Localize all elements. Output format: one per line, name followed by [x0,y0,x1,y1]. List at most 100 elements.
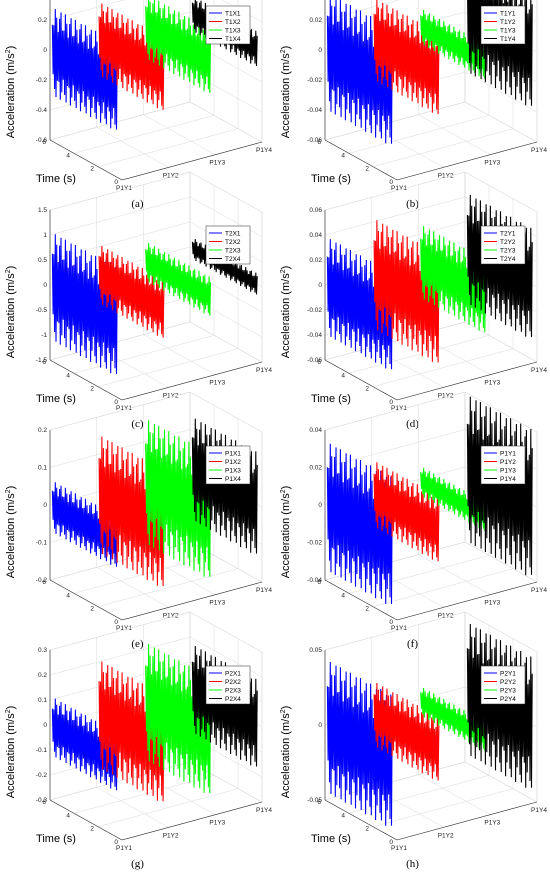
x-tick-label: 4 [341,152,345,159]
x-tick-label: 2 [365,386,369,393]
x-tick-label: 0 [389,179,393,186]
y-ticks: P1Y1 P1Y2 P1Y3 P1Y4 [391,807,547,852]
x-tick-label: 6 [317,139,321,146]
x-tick-label: 6 [317,799,321,806]
series-line [98,436,165,587]
x-ticks: 0 2 4 6 [317,579,393,626]
y-tick-label: P1Y1 [116,405,132,412]
z-tick-label: -0.04 [307,332,322,339]
chart-svg: -0.06-0.04-0.0200.020.040246P1Y1P1Y2P1Y3… [280,0,547,192]
x-tick-label: 6 [42,139,46,146]
chart-panel: -0.06 -0.04 -0.02 0 0.02 0.04 0.06 0 2 4 6 P1Y1 P1Y2… [275,171,550,440]
x-tick-label: 0 [114,839,118,846]
y-tick-label: P1Y2 [163,392,179,399]
z-tick-label: 0.05 [309,647,322,654]
legend-label: P1Y2 [500,459,516,466]
y-tick-label: P1Y3 [484,380,500,387]
x-tick-label: 0 [389,619,393,626]
x-ticks: 0 2 4 6 [42,359,118,406]
series-line [466,194,533,338]
y-tick-label: P1Y3 [484,820,500,827]
z-tick-label: -0.1 [36,747,48,754]
y-tick-label: P1Y3 [484,160,500,167]
series-line [98,3,165,110]
x-axis-label: Time (s) [36,833,76,845]
chart-panel: -0.06-0.04-0.0200.020.040246P1Y1P1Y2P1Y3… [275,0,550,220]
series-2 [373,0,440,115]
x-tick-label: 2 [365,606,369,613]
x-tick-label: 0 [389,399,393,406]
legend-label: T2Y2 [500,239,516,246]
series-line [420,225,487,333]
chart-svg: -1.5 -1 -0.5 0 0.5 1 1.5 0 2 4 6 P1Y1 P1Y2 P1Y3 P1Y4 Ac… [5,171,272,412]
series-line [191,418,258,554]
x-tick-label: 2 [365,826,369,833]
y-tick-label: P1Y4 [531,807,547,814]
y-tick-label: P1Y4 [531,367,547,374]
y-tick-label: P1Y2 [438,612,454,619]
x-ticks: 0 2 4 6 [42,799,118,846]
legend-label: T2X4 [225,256,241,263]
x-tick-label: 2 [90,386,94,393]
series-4 [466,623,533,788]
z-axis-label: Acceleration (m/s2) [5,486,17,579]
series-2 [373,462,440,562]
y-tick-label: P1Y1 [391,185,407,192]
chart-panel: -1.5 -1 -0.5 0 0.5 1 1.5 0 2 4 6 P1Y1 P1Y2 P1Y3 P1Y4 Ac… [0,171,275,440]
series-line [191,0,258,67]
z-tick-label: 0 [318,47,322,54]
legend-label: T2X2 [225,239,241,246]
series-4 [191,418,258,554]
z-ticks: -0.6-0.4-0.200.20.4 [36,17,48,144]
z-tick-label: -0.2 [36,772,48,779]
series-3 [145,420,212,577]
y-tick-label: P1Y1 [116,625,132,632]
x-ticks: 0 2 4 6 [317,799,393,846]
series-2 [98,661,165,802]
z-tick-label: 1 [43,232,47,239]
y-tick-label: P1Y4 [256,147,272,154]
z-tick-label: 0.04 [309,232,322,239]
series-1 [326,443,393,605]
series-line [373,0,440,115]
series-2 [373,220,440,363]
z-tick-label: -1 [41,332,47,339]
z-tick-label: 0 [43,282,47,289]
series-3 [420,225,487,333]
legend-label: P1Y3 [500,467,516,474]
z-tick-label: 0.3 [38,647,47,654]
z-tick-label: -0.02 [307,540,322,547]
z-axis-label: Acceleration (m/s2) [280,46,292,139]
series-2 [98,245,165,338]
panel-caption: (c) [131,418,144,430]
x-ticks: 0 2 4 6 [317,359,393,406]
chart-svg: -0.04-0.0200.020.040246P1Y1P1Y2P1Y3P1Y4A… [280,391,547,632]
legend-label: P2Y4 [500,696,516,703]
legend-label: P2Y1 [500,670,516,677]
axes [324,0,538,181]
z-tick-label: -1.5 [36,357,48,364]
y-ticks: P1Y1 P1Y2 P1Y3 P1Y4 [391,587,547,632]
panel-caption: (h) [406,858,419,870]
y-tick-label: P1Y1 [116,185,132,192]
z-tick-label: -0.6 [36,137,48,144]
x-tick-label: 6 [42,579,46,586]
z-tick-label: -0.06 [307,357,322,364]
series-line [98,245,165,338]
legend-label: P2X2 [225,679,241,686]
z-tick-label: -0.2 [36,77,48,84]
series-1 [51,698,118,791]
x-tick-label: 2 [90,606,94,613]
series-1 [326,239,393,370]
series-line [420,9,487,79]
legend-label: P1Y1 [500,450,516,457]
x-tick-label: 4 [66,372,70,379]
series-4 [191,239,258,295]
z-tick-label: -0.5 [36,307,48,314]
x-axis-label: Time (s) [36,393,76,405]
y-tick-label: P1Y2 [438,832,454,839]
